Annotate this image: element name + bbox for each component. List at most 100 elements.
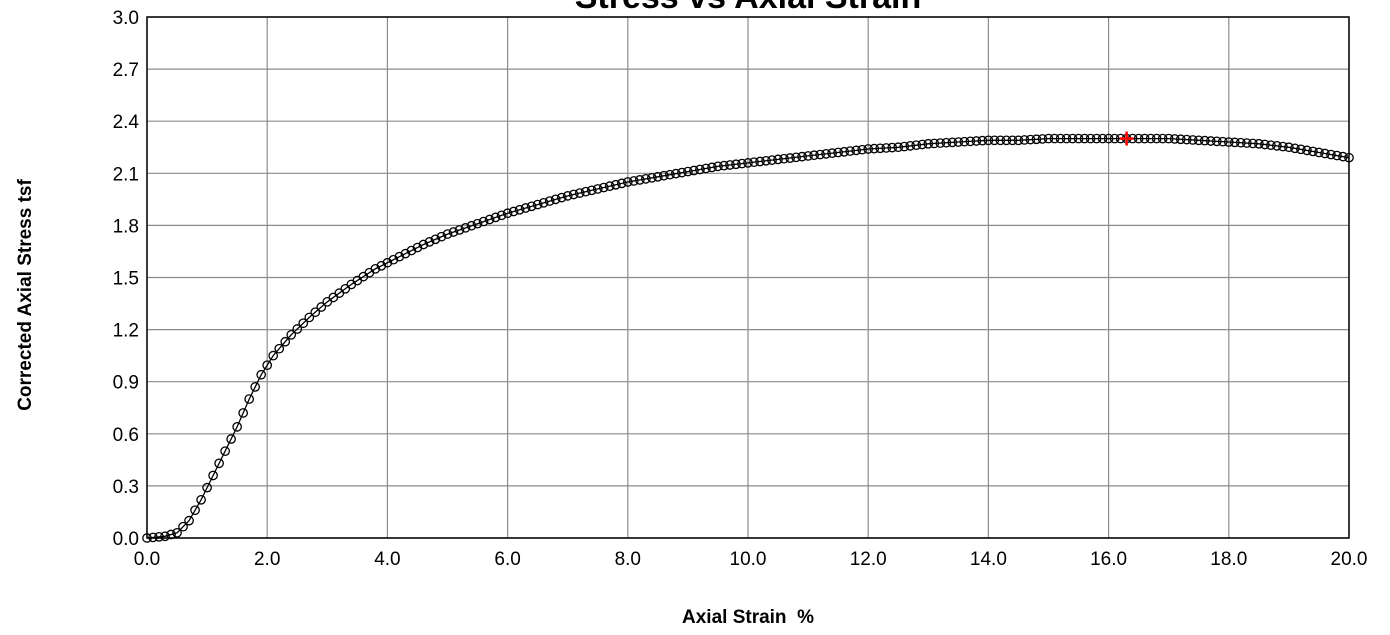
data-point xyxy=(1037,134,1048,144)
data-point xyxy=(454,225,465,235)
data-point xyxy=(1260,139,1270,150)
data-point xyxy=(917,139,928,150)
data-point xyxy=(995,135,1006,146)
y-tick-label: 0.3 xyxy=(113,477,139,498)
data-point xyxy=(550,194,561,205)
data-point xyxy=(604,181,615,192)
data-point xyxy=(1025,134,1036,145)
data-point xyxy=(238,408,249,418)
data-point xyxy=(689,165,699,176)
y-tick-label: 0.6 xyxy=(113,425,139,446)
data-point xyxy=(544,196,555,206)
data-point xyxy=(592,184,603,194)
data-point xyxy=(190,505,200,516)
data-point xyxy=(1223,137,1234,147)
data-point xyxy=(1332,150,1342,161)
y-tick-label: 2.1 xyxy=(113,164,139,185)
data-point xyxy=(839,146,850,157)
data-point xyxy=(1211,136,1222,147)
data-point xyxy=(791,152,801,163)
data-point xyxy=(1055,133,1066,144)
data-point xyxy=(520,203,531,213)
data-point xyxy=(382,257,393,268)
data-point xyxy=(773,154,783,165)
plot-frame xyxy=(146,16,1350,539)
data-point xyxy=(460,222,471,233)
data-point xyxy=(713,161,723,172)
x-tick-label: 4.0 xyxy=(374,549,400,570)
data-point xyxy=(953,137,964,147)
data-point xyxy=(532,199,543,210)
data-point xyxy=(659,170,669,181)
data-point xyxy=(160,531,170,542)
data-point xyxy=(394,251,405,262)
data-point xyxy=(400,248,411,259)
data-point xyxy=(755,156,765,167)
data-point xyxy=(442,229,453,239)
x-tick-label: 18.0 xyxy=(1210,549,1247,570)
data-point xyxy=(610,179,621,190)
y-tick-label: 2.7 xyxy=(113,60,139,81)
y-tick-label: 3.0 xyxy=(113,8,139,29)
data-point xyxy=(1145,133,1156,144)
data-point xyxy=(1338,151,1348,162)
data-point xyxy=(1091,133,1102,144)
data-point xyxy=(568,189,579,200)
y-tick-label: 1.2 xyxy=(113,321,139,342)
y-tick-label: 1.8 xyxy=(113,216,139,237)
y-tick-label: 1.5 xyxy=(113,269,139,290)
data-point xyxy=(1199,135,1210,146)
data-point xyxy=(628,176,639,186)
data-point xyxy=(1181,134,1192,145)
data-point xyxy=(971,136,982,146)
data-point xyxy=(671,168,681,179)
data-point xyxy=(508,206,519,217)
y-tick-label: 0.9 xyxy=(113,373,139,394)
data-point xyxy=(292,324,303,334)
data-point xyxy=(701,163,711,174)
data-point xyxy=(622,177,633,187)
data-point xyxy=(1272,141,1282,151)
data-point xyxy=(1073,133,1084,144)
data-point xyxy=(178,521,188,532)
data-point xyxy=(785,153,795,163)
data-point xyxy=(262,360,273,371)
data-point xyxy=(845,146,856,156)
data-point xyxy=(905,141,916,151)
data-point xyxy=(857,144,868,155)
data-point xyxy=(1031,134,1042,145)
data-point xyxy=(484,214,495,225)
data-point xyxy=(911,140,922,151)
x-tick-label: 12.0 xyxy=(850,549,887,570)
data-point xyxy=(893,142,904,153)
data-point xyxy=(725,160,735,170)
data-point xyxy=(1061,133,1072,144)
data-point xyxy=(232,422,242,432)
data-point xyxy=(1163,133,1174,144)
data-point xyxy=(376,260,387,271)
data-point xyxy=(208,470,218,481)
data-point xyxy=(815,149,825,160)
data-point xyxy=(809,150,819,161)
data-point xyxy=(1151,133,1162,144)
x-tick-label: 10.0 xyxy=(730,549,767,570)
data-point xyxy=(863,144,874,154)
data-point xyxy=(250,382,261,392)
data-point xyxy=(526,201,537,212)
y-tick-label: 2.4 xyxy=(113,112,140,133)
data-point xyxy=(1229,137,1240,148)
data-point xyxy=(749,157,759,168)
data-point xyxy=(677,167,687,178)
data-point xyxy=(1193,135,1204,146)
data-point xyxy=(743,158,753,168)
data-point xyxy=(274,343,285,354)
data-point xyxy=(640,174,651,184)
data-point xyxy=(466,220,477,231)
data-point xyxy=(899,141,910,152)
data-point xyxy=(202,482,212,493)
data-point xyxy=(719,160,729,171)
data-point xyxy=(851,145,862,156)
data-points xyxy=(142,133,1354,543)
data-point xyxy=(833,147,844,158)
